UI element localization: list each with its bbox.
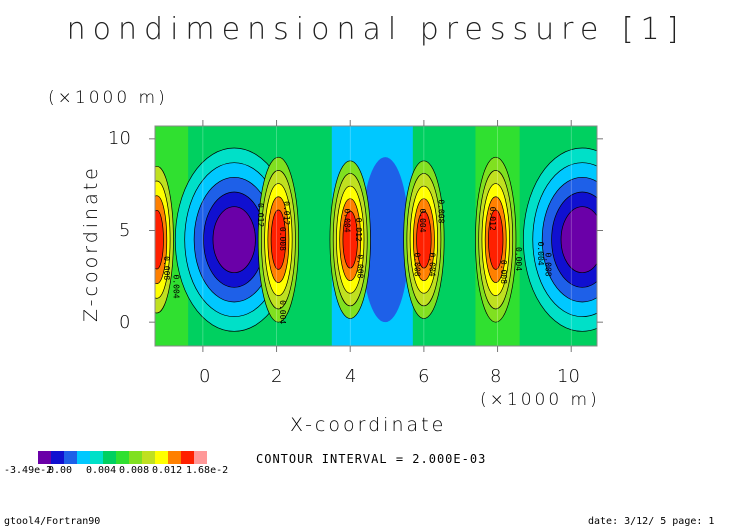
- contour-label: 0.012: [256, 203, 265, 227]
- colorbar-swatch: [51, 451, 64, 464]
- x-tick-label: 2: [271, 366, 283, 387]
- contour-label: 0.004: [427, 253, 436, 277]
- axis-ticks: [149, 120, 603, 352]
- colorbar-label: 0.012: [152, 465, 183, 476]
- contour-labels: 0.0120.0080.0040.0040.0080.0120.0080.004…: [162, 199, 552, 324]
- y-unit-label: (×1000 m): [48, 88, 168, 108]
- x-tick-label: 6: [418, 366, 430, 387]
- colorbar-label: 0.008: [119, 465, 150, 476]
- contour-label: 0.008: [278, 227, 287, 251]
- x-tick-label: 8: [490, 366, 502, 387]
- contour-label: 0.004: [278, 300, 287, 324]
- colorbar-swatch: [64, 451, 77, 464]
- x-unit-label: (×1000 m): [480, 390, 600, 410]
- contour-lines: [155, 126, 597, 346]
- plot-frame: [154, 125, 598, 347]
- contour-label: 0.004: [343, 209, 352, 233]
- contour-label: 0.008: [437, 199, 446, 223]
- y-tick-label: 0: [119, 312, 131, 333]
- contour-level: [416, 210, 432, 269]
- contour-label: 0.004: [418, 209, 427, 233]
- colorbar-swatch: [142, 451, 155, 464]
- contour-label: 0.012: [354, 218, 363, 242]
- colorbar-swatch: [77, 451, 90, 464]
- contour-label: 0.012: [282, 201, 291, 225]
- contour-region: [361, 157, 410, 323]
- colorbar-swatch: [116, 451, 129, 464]
- colorbar-swatch: [90, 451, 103, 464]
- colorbar: [38, 451, 207, 464]
- y-axis-label: Z-coordinate: [80, 165, 102, 322]
- contour-level: [560, 206, 597, 274]
- contour-label: 0.008: [543, 253, 552, 277]
- footer-left: gtool4/Fortran90: [4, 516, 101, 527]
- x-axis-label: X-coordinate: [290, 414, 447, 436]
- contour-label: 0.004: [536, 242, 545, 266]
- contour-label: 0.012: [488, 207, 497, 231]
- colorbar-swatch: [168, 451, 181, 464]
- x-tick-label: 10: [557, 366, 580, 387]
- chart-title: nondimensional pressure [1]: [66, 12, 686, 47]
- colorbar-min-label: -3.49e-2: [4, 465, 53, 476]
- contour-interval-text: CONTOUR INTERVAL = 2.000E-03: [256, 452, 487, 466]
- contour-label: 0.008: [413, 253, 422, 277]
- contour-label: 0.004: [514, 247, 523, 271]
- colorbar-swatch: [103, 451, 116, 464]
- colorbar-swatch: [38, 451, 51, 464]
- x-tick-label: 4: [345, 366, 357, 387]
- footer-right: date: 3/12/ 5 page: 1: [588, 516, 715, 527]
- colorbar-max-label: 1.68e-2: [186, 465, 229, 476]
- colorbar-label: 0.00: [48, 465, 73, 476]
- contour-label: 0.004: [171, 275, 180, 299]
- contour-level: [270, 209, 287, 270]
- contour-level: [488, 209, 504, 270]
- colorbar-swatch: [194, 451, 207, 464]
- colorbar-swatch: [129, 451, 142, 464]
- contour-label: 0.008: [499, 260, 508, 284]
- contour-level: [155, 209, 164, 270]
- colorbar-label: 0.004: [86, 465, 117, 476]
- colorbar-swatch: [155, 451, 168, 464]
- x-tick-label: 0: [199, 366, 211, 387]
- contour-level: [212, 206, 256, 274]
- contour-label: 0.008: [162, 256, 171, 280]
- contour-level: [342, 210, 358, 269]
- colorbar-swatch: [181, 451, 194, 464]
- y-tick-label: 10: [108, 128, 131, 149]
- contour-label: 0.008: [356, 254, 365, 278]
- y-tick-label: 5: [119, 220, 131, 241]
